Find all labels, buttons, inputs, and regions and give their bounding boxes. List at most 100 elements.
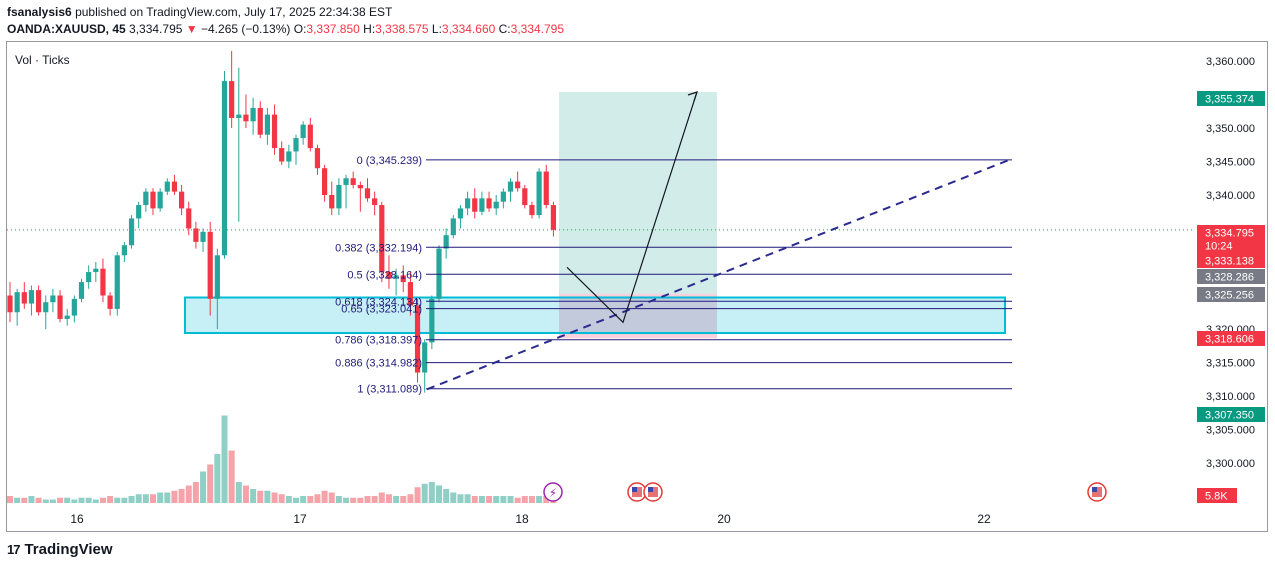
candle[interactable] xyxy=(14,292,20,313)
volume-bar xyxy=(536,496,543,503)
candle[interactable] xyxy=(400,275,406,283)
candle[interactable] xyxy=(364,188,371,199)
candle[interactable] xyxy=(322,168,328,195)
candle[interactable] xyxy=(314,148,321,169)
candle[interactable] xyxy=(36,290,42,313)
candle[interactable] xyxy=(179,191,185,209)
candle[interactable] xyxy=(207,231,213,299)
candle[interactable] xyxy=(64,315,70,319)
candle[interactable] xyxy=(271,114,278,149)
candle[interactable] xyxy=(128,218,135,246)
symbol-name[interactable]: OANDA:XAUUSD, 45 xyxy=(7,22,126,36)
candle[interactable] xyxy=(522,188,528,206)
candle[interactable] xyxy=(93,268,99,273)
candle[interactable] xyxy=(164,181,170,192)
candle[interactable] xyxy=(479,198,485,212)
candle[interactable] xyxy=(229,81,235,118)
candle[interactable] xyxy=(529,205,535,216)
candle[interactable] xyxy=(7,295,13,313)
candle[interactable] xyxy=(443,235,449,249)
dashed-trend-line[interactable] xyxy=(426,157,1013,391)
candle[interactable] xyxy=(150,191,156,209)
candle[interactable] xyxy=(350,178,356,185)
candle[interactable] xyxy=(386,272,392,279)
candle[interactable] xyxy=(78,282,85,299)
candle[interactable] xyxy=(500,191,506,202)
candle[interactable] xyxy=(21,292,27,304)
candle[interactable] xyxy=(336,184,342,209)
candle[interactable] xyxy=(457,208,464,219)
candle[interactable] xyxy=(121,245,127,256)
candle[interactable] xyxy=(221,81,228,256)
publisher-name[interactable]: fsanalysis6 xyxy=(7,5,72,19)
candle[interactable] xyxy=(293,138,299,152)
low-label: L: xyxy=(431,22,442,36)
x-axis-tick-label: 18 xyxy=(515,512,529,526)
candle[interactable] xyxy=(279,148,285,162)
candle[interactable] xyxy=(257,107,263,135)
candle[interactable] xyxy=(329,195,335,209)
volume-bar xyxy=(271,492,278,503)
candle[interactable] xyxy=(307,124,313,149)
candle[interactable] xyxy=(28,290,35,304)
price-tag-label: 3,355.374 xyxy=(1205,93,1254,105)
candle[interactable] xyxy=(472,198,478,212)
volume-bar xyxy=(7,496,13,503)
volume-bar xyxy=(71,499,78,503)
target-zone[interactable] xyxy=(559,91,717,294)
candle[interactable] xyxy=(465,198,471,209)
candle[interactable] xyxy=(171,181,178,192)
candle[interactable] xyxy=(286,151,292,162)
candle[interactable] xyxy=(264,114,270,135)
candle[interactable] xyxy=(214,255,220,299)
candle[interactable] xyxy=(429,298,435,343)
candle[interactable] xyxy=(550,205,556,230)
candle[interactable] xyxy=(407,282,413,306)
candle[interactable] xyxy=(507,181,514,192)
candle[interactable] xyxy=(536,171,542,216)
lightning-event-icon[interactable] xyxy=(543,482,563,502)
candle[interactable] xyxy=(114,255,120,309)
candle[interactable] xyxy=(86,272,92,283)
candle[interactable] xyxy=(243,114,249,122)
volume-bar xyxy=(436,485,442,503)
candle[interactable] xyxy=(200,231,206,242)
volume-indicator-label[interactable]: Vol · Ticks xyxy=(15,53,70,67)
candle[interactable] xyxy=(136,205,142,219)
candle[interactable] xyxy=(543,171,549,206)
candle[interactable] xyxy=(250,107,256,122)
candle[interactable] xyxy=(157,191,163,209)
volume-bar xyxy=(500,496,507,503)
candle[interactable] xyxy=(493,201,499,209)
candle[interactable] xyxy=(57,295,63,319)
candle[interactable] xyxy=(193,228,199,242)
candle[interactable] xyxy=(236,114,242,118)
chart-frame[interactable] xyxy=(6,41,1268,532)
candle[interactable] xyxy=(143,191,149,206)
fib-level-label: 0.382 (3,332.194) xyxy=(335,242,422,254)
candle[interactable] xyxy=(393,275,399,279)
candle[interactable] xyxy=(379,205,385,273)
candle[interactable] xyxy=(450,218,456,236)
candle[interactable] xyxy=(100,268,106,296)
candle[interactable] xyxy=(414,305,421,373)
demand-zone-box[interactable] xyxy=(184,296,1006,335)
candle[interactable] xyxy=(107,295,113,309)
volume-bar xyxy=(49,499,56,503)
projection-path[interactable] xyxy=(566,91,698,324)
candle[interactable] xyxy=(300,124,306,139)
candle[interactable] xyxy=(50,295,56,303)
candle[interactable] xyxy=(186,208,192,229)
candle[interactable] xyxy=(71,298,77,316)
candle[interactable] xyxy=(436,248,442,299)
candle[interactable] xyxy=(372,198,378,206)
candle[interactable] xyxy=(343,178,349,185)
price-tag xyxy=(1197,225,1265,240)
volume-bar xyxy=(99,497,106,503)
candle[interactable] xyxy=(43,302,49,313)
candle[interactable] xyxy=(515,181,521,189)
candle[interactable] xyxy=(486,198,492,209)
candle[interactable] xyxy=(357,184,363,189)
candle[interactable] xyxy=(422,342,428,373)
